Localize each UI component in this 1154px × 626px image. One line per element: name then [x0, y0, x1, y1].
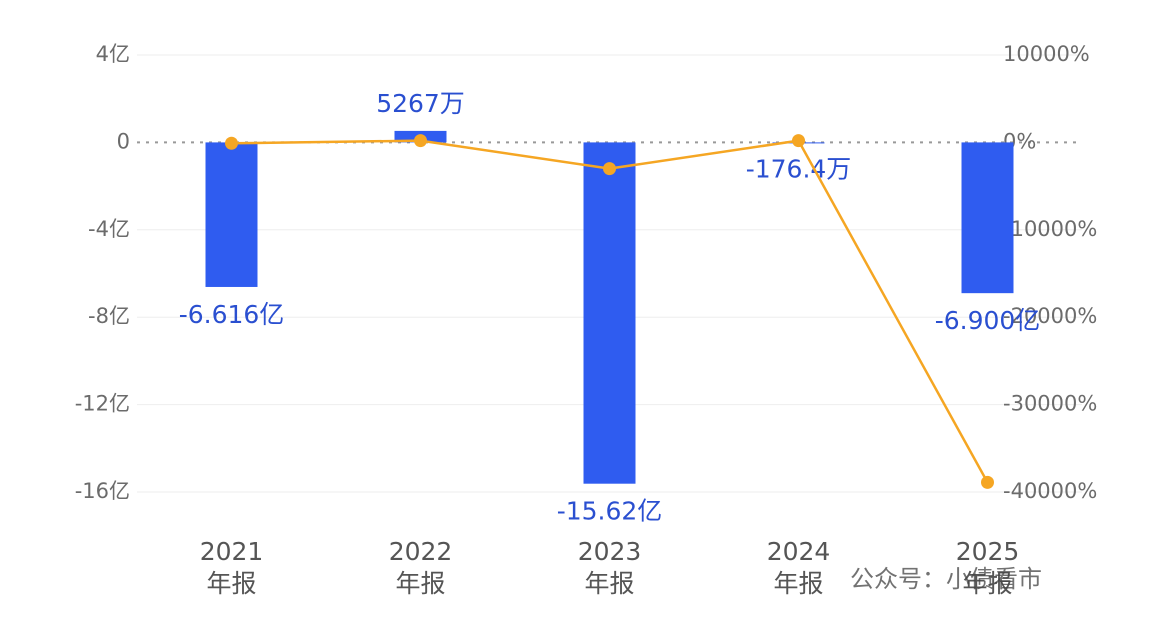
line-point	[981, 475, 994, 489]
y2-tick-label: -10000%	[1003, 217, 1097, 241]
watermark: 公众号：小债看市	[850, 565, 1042, 593]
y-tick-label: 4亿	[96, 42, 130, 66]
bar	[205, 142, 258, 287]
x-tick-label: 2021 年报	[200, 537, 264, 598]
y-tick-label: -12亿	[75, 392, 130, 416]
line-point	[792, 134, 805, 148]
bar	[583, 142, 636, 484]
x-tick-label: 2022 年报	[389, 537, 453, 598]
value-label: 5267万	[376, 89, 465, 118]
y-tick-label: -8亿	[88, 304, 130, 328]
value-label: -176.4万	[746, 154, 852, 183]
y2-tick-label: -20000%	[1003, 304, 1097, 328]
value-label: -15.62亿	[557, 497, 663, 526]
y-tick-label: 0	[117, 129, 130, 153]
y2-tick-label: -30000%	[1003, 392, 1097, 416]
line-point	[225, 136, 238, 150]
value-label: -6.616亿	[179, 300, 285, 329]
line-point	[414, 134, 427, 148]
value-label: -6.900亿	[935, 306, 1041, 335]
y2-tick-label: -40000%	[1003, 479, 1097, 503]
bar	[961, 142, 1014, 294]
x-tick-label: 2023 年报	[578, 537, 642, 598]
x-tick-label: 2025 年报	[956, 537, 1020, 598]
x-tick-label: 2024 年报	[767, 537, 831, 598]
y-tick-label: -4亿	[88, 217, 130, 241]
line-point	[603, 162, 616, 176]
y2-tick-label: 10000%	[1003, 42, 1090, 66]
y-tick-label: -16亿	[75, 479, 130, 503]
